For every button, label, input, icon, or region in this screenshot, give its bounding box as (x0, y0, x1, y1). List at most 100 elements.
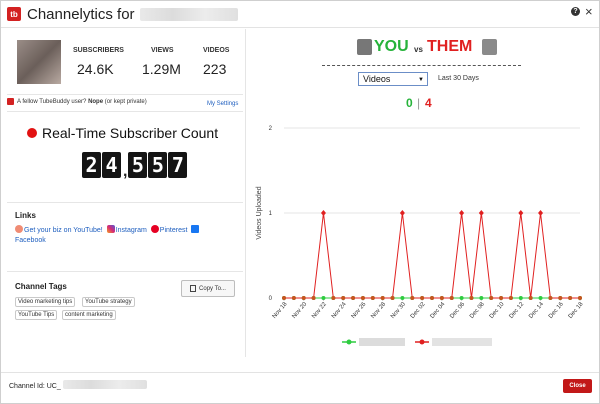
divider (7, 202, 243, 203)
you-data-point (400, 296, 405, 300)
subscribers-label: SUBSCRIBERS (73, 47, 124, 54)
you-data-point (459, 296, 464, 300)
them-data-point (301, 296, 306, 300)
them-data-point (311, 296, 316, 300)
them-data-point (518, 210, 524, 216)
them-data-point (399, 210, 405, 216)
counter-separator: , (123, 163, 128, 180)
them-data-point (390, 296, 395, 300)
help-icon[interactable]: ? (571, 7, 580, 16)
them-data-point (449, 296, 454, 300)
them-data-point (331, 296, 336, 300)
facebook-icon (191, 225, 200, 233)
counter-digit: 2 (82, 152, 101, 178)
them-data-point (420, 296, 425, 300)
them-data-point (558, 296, 563, 300)
metric-select[interactable]: Videos ▼ (358, 72, 428, 86)
them-data-point (291, 296, 296, 300)
tag-chip: YouTube strategy (82, 297, 135, 307)
videos-value: 223 (203, 61, 227, 77)
x-tick-label: Dec 02 (410, 301, 427, 320)
y-tick-label: 2 (269, 126, 273, 132)
x-tick-label: Dec 06 (449, 301, 466, 320)
you-data-point (321, 296, 326, 300)
close-icon[interactable]: × (585, 4, 593, 19)
period-label: Last 30 Days (438, 75, 479, 82)
copy-to-label: Copy To... (199, 285, 226, 292)
link-instagram[interactable]: Instagram (106, 225, 147, 234)
close-button[interactable]: Close (563, 379, 592, 393)
tubebuddy-icon (7, 98, 14, 105)
them-data-point (430, 296, 434, 300)
channel-id: Channel Id: UC_ (9, 380, 147, 390)
my-settings-link[interactable]: My Settings (207, 101, 239, 107)
them-avatar-blurred (482, 39, 497, 55)
channel-name-blurred (139, 7, 238, 21)
them-data-point (548, 296, 553, 300)
them-data-point (410, 296, 415, 300)
live-dot-icon (27, 128, 37, 138)
them-label: THEM (427, 38, 473, 55)
tag-chip: YouTube Tips (15, 310, 58, 320)
dialog-footer (1, 372, 599, 403)
website-icon (15, 225, 23, 233)
tubebuddy-prompt: A fellow TubeBuddy user? (17, 98, 87, 105)
channel-id-label: Channel Id: UC_ (9, 383, 61, 390)
pinterest-icon (150, 225, 159, 233)
x-tick-label: Nov 24 (331, 301, 348, 320)
them-series-line (284, 212, 580, 299)
y-tick-label: 0 (269, 296, 273, 302)
you-data-point (538, 296, 543, 300)
dialog-title: Channelytics for (27, 5, 135, 23)
links-title: Links (15, 211, 36, 220)
x-tick-label: Dec 18 (568, 301, 585, 320)
realtime-counter: 2 4 , 5 5 7 (82, 152, 188, 180)
y-tick-label: 1 (269, 211, 273, 217)
them-data-point (380, 296, 385, 300)
realtime-title: Real-Time Subscriber Count (42, 125, 219, 141)
them-data-point (538, 210, 544, 216)
link-website[interactable]: Get your biz on YouTube! (15, 225, 103, 234)
tubebuddy-suffix: (or kept private) (104, 98, 147, 105)
views-label: VIEWS (151, 47, 174, 54)
you-label: YOU (374, 38, 409, 55)
them-data-point (499, 296, 504, 300)
tubebuddy-user-line: A fellow TubeBuddy user? Nope (or kept p… (7, 98, 243, 105)
metric-select-value: Videos (363, 74, 391, 84)
divider (7, 271, 243, 272)
you-data-point (479, 296, 484, 300)
x-tick-label: Dec 10 (489, 301, 506, 320)
y-axis-label: Videos Uploaded (256, 186, 263, 239)
tubebuddy-logo: tb (7, 7, 21, 21)
you-data-point (518, 296, 523, 300)
legend-them-marker (419, 339, 425, 345)
comparison-underline (322, 65, 521, 66)
channel-avatar (17, 40, 61, 84)
them-data-point (351, 296, 356, 300)
counter-digit: 4 (102, 152, 121, 178)
them-data-point (478, 210, 484, 216)
link-pinterest[interactable]: Pinterest (150, 225, 187, 234)
them-data-point (320, 210, 326, 216)
x-tick-label: Dec 12 (509, 301, 526, 320)
chart-legend (342, 338, 492, 346)
divider (7, 111, 243, 112)
channel-tags-title: Channel Tags (15, 282, 67, 291)
legend-them-name-blurred (432, 338, 492, 346)
column-divider (245, 29, 246, 357)
link-facebook[interactable]: Facebook (15, 237, 46, 244)
dialog-titlebar: tb Channelytics for (1, 1, 599, 28)
videos-label: VIDEOS (203, 47, 230, 54)
x-tick-label: Dec 08 (469, 301, 486, 320)
views-value: 1.29M (142, 61, 181, 77)
them-data-point (508, 296, 513, 300)
them-data-point (469, 296, 474, 300)
chevron-down-icon: ▼ (418, 77, 424, 83)
x-tick-label: Nov 26 (351, 301, 368, 320)
tag-chip: Video marketing tips (15, 297, 76, 307)
copy-to-button[interactable]: Copy To... (181, 280, 235, 297)
x-tick-label: Nov 30 (390, 301, 407, 320)
x-tick-label: Dec 16 (548, 301, 565, 320)
instagram-icon (106, 225, 115, 233)
